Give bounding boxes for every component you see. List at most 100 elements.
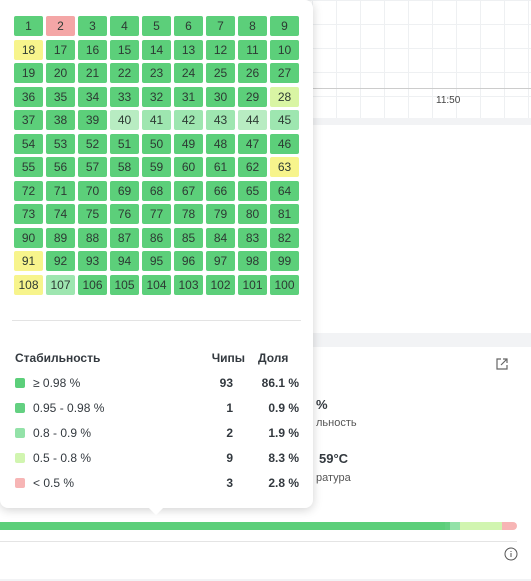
chip-cell: 105 [110, 274, 139, 295]
legend-range: < 0.5 % [33, 476, 75, 490]
chip-cell: 10 [270, 39, 299, 60]
share-bar [0, 522, 517, 530]
chip-cell: 13 [174, 39, 203, 60]
chip-cell: 75 [78, 204, 107, 224]
share-segment [459, 522, 503, 530]
legend-swatch [15, 378, 25, 388]
chip-cell: 54 [14, 133, 43, 154]
legend-share: 1.9 % [268, 426, 299, 440]
chip-cell: 99 [270, 251, 299, 271]
chip-cell: 74 [46, 204, 75, 224]
chip-cell: 91 [14, 251, 43, 271]
chip-cell: 108 [14, 274, 43, 295]
chip-cell: 76 [110, 204, 139, 224]
chip-cell: 103 [174, 274, 203, 295]
chip-cell: 97 [206, 251, 235, 271]
chip-cell: 77 [142, 204, 171, 224]
chip-cell: 98 [238, 251, 267, 271]
chip-cell: 89 [46, 227, 75, 248]
chip-cell: 38 [46, 110, 75, 130]
legend-share: 86.1 % [261, 376, 299, 390]
divider [12, 320, 301, 321]
chip-cell: 3 [78, 16, 107, 36]
chip-cell: 49 [174, 133, 203, 154]
chip-cell: 30 [206, 86, 235, 107]
chip-cell: 78 [174, 204, 203, 224]
chip-cell: 25 [206, 63, 235, 83]
chip-cell: 34 [78, 86, 107, 107]
stat-caption: льность [316, 417, 357, 429]
legend-swatch [15, 403, 25, 413]
chip-cell: 32 [142, 86, 171, 107]
chip-cell: 85 [174, 227, 203, 248]
chip-cell: 69 [110, 180, 139, 201]
legend-chips: 9 [226, 451, 233, 465]
chip-cell: 95 [142, 251, 171, 271]
chip-cell: 44 [238, 110, 267, 130]
chip-cell: 53 [46, 133, 75, 154]
chip-cell: 65 [238, 180, 267, 201]
chip-cell: 55 [14, 157, 43, 177]
chip-cell: 45 [270, 110, 299, 130]
chip-cell: 15 [110, 39, 139, 60]
chip-cell: 29 [238, 86, 267, 107]
legend-range: 0.95 - 0.98 % [33, 401, 105, 415]
chip-cell: 31 [174, 86, 203, 107]
chip-cell: 43 [206, 110, 235, 130]
chip-cell: 41 [142, 110, 171, 130]
chip-cell: 9 [270, 16, 299, 36]
axis-line [300, 88, 531, 89]
chip-cell: 17 [46, 39, 75, 60]
chip-cell: 16 [78, 39, 107, 60]
chip-cell: 68 [142, 180, 171, 201]
temp-value: 59°C [319, 451, 349, 466]
chip-cell: 14 [142, 39, 171, 60]
chip-cell: 47 [238, 133, 267, 154]
chip-cell: 27 [270, 63, 299, 83]
chip-cell: 72 [14, 180, 43, 201]
chip-cell: 90 [14, 227, 43, 248]
chip-cell: 59 [142, 157, 171, 177]
share-segment [0, 522, 446, 530]
chip-cell: 35 [46, 86, 75, 107]
legend-chips: 2 [226, 426, 233, 440]
chip-cell: 52 [78, 133, 107, 154]
info-icon[interactable] [504, 547, 518, 561]
chip-cell: 12 [206, 39, 235, 60]
legend-range: 0.5 - 0.8 % [33, 451, 92, 465]
chip-cell: 61 [206, 157, 235, 177]
chip-cell: 23 [142, 63, 171, 83]
legend-header: Чипы [211, 351, 245, 365]
chip-cell: 104 [142, 274, 171, 295]
chip-cell: 83 [238, 227, 267, 248]
chip-cell: 88 [78, 227, 107, 248]
legend-chips: 3 [226, 476, 233, 490]
chip-cell: 33 [110, 86, 139, 107]
chip-cell: 57 [78, 157, 107, 177]
legend-header: Доля [258, 351, 289, 365]
chip-cell: 4 [110, 16, 139, 36]
chip-cell: 8 [238, 16, 267, 36]
chip-cell: 42 [174, 110, 203, 130]
chip-cell: 100 [270, 274, 299, 295]
chip-cell: 66 [206, 180, 235, 201]
chip-cell: 94 [110, 251, 139, 271]
chip-cell: 70 [78, 180, 107, 201]
legend-swatch [15, 453, 25, 463]
legend-share: 8.3 % [268, 451, 299, 465]
external-link-icon[interactable] [495, 357, 509, 371]
chip-cell: 106 [78, 274, 107, 295]
temp-caption: ратура [316, 472, 351, 484]
legend-swatch [15, 478, 25, 488]
chip-cell: 67 [174, 180, 203, 201]
legend-chips: 1 [226, 401, 233, 415]
chip-cell: 60 [174, 157, 203, 177]
legend-share: 2.8 % [268, 476, 299, 490]
legend-chips: 93 [219, 376, 233, 390]
chip-cell: 93 [78, 251, 107, 271]
chip-cell: 36 [14, 86, 43, 107]
chip-cell: 71 [46, 180, 75, 201]
chip-cell: 86 [142, 227, 171, 248]
chip-cell: 82 [270, 227, 299, 248]
